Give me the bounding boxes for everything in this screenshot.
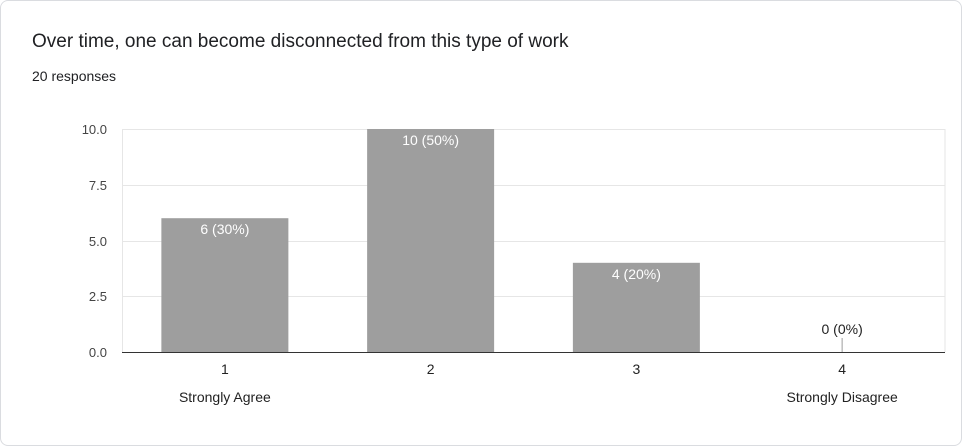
x-category-sublabel: Strongly Disagree: [786, 389, 897, 405]
bar: [367, 129, 495, 352]
bar: [572, 262, 700, 352]
y-tick-label: 2.5: [89, 289, 107, 304]
data-label: 6 (30%): [200, 221, 249, 237]
data-label: 4 (20%): [612, 266, 661, 282]
bar: [161, 218, 289, 352]
x-category-sublabel: Strongly Agree: [179, 389, 271, 405]
chart-title: Over time, one can become disconnected f…: [32, 31, 569, 52]
response-count: 20 responses: [32, 68, 117, 84]
data-label: 10 (50%): [402, 132, 459, 148]
y-tick-label: 5.0: [89, 234, 107, 249]
x-tick-label: 2: [427, 361, 435, 377]
y-tick-label: 10.0: [82, 122, 107, 137]
x-tick-label: 1: [221, 361, 229, 377]
x-tick-label: 4: [838, 361, 846, 377]
y-tick-label: 0.0: [89, 345, 107, 360]
y-tick-label: 7.5: [89, 178, 107, 193]
x-tick-label: 3: [632, 361, 640, 377]
data-label: 0 (0%): [822, 321, 863, 337]
